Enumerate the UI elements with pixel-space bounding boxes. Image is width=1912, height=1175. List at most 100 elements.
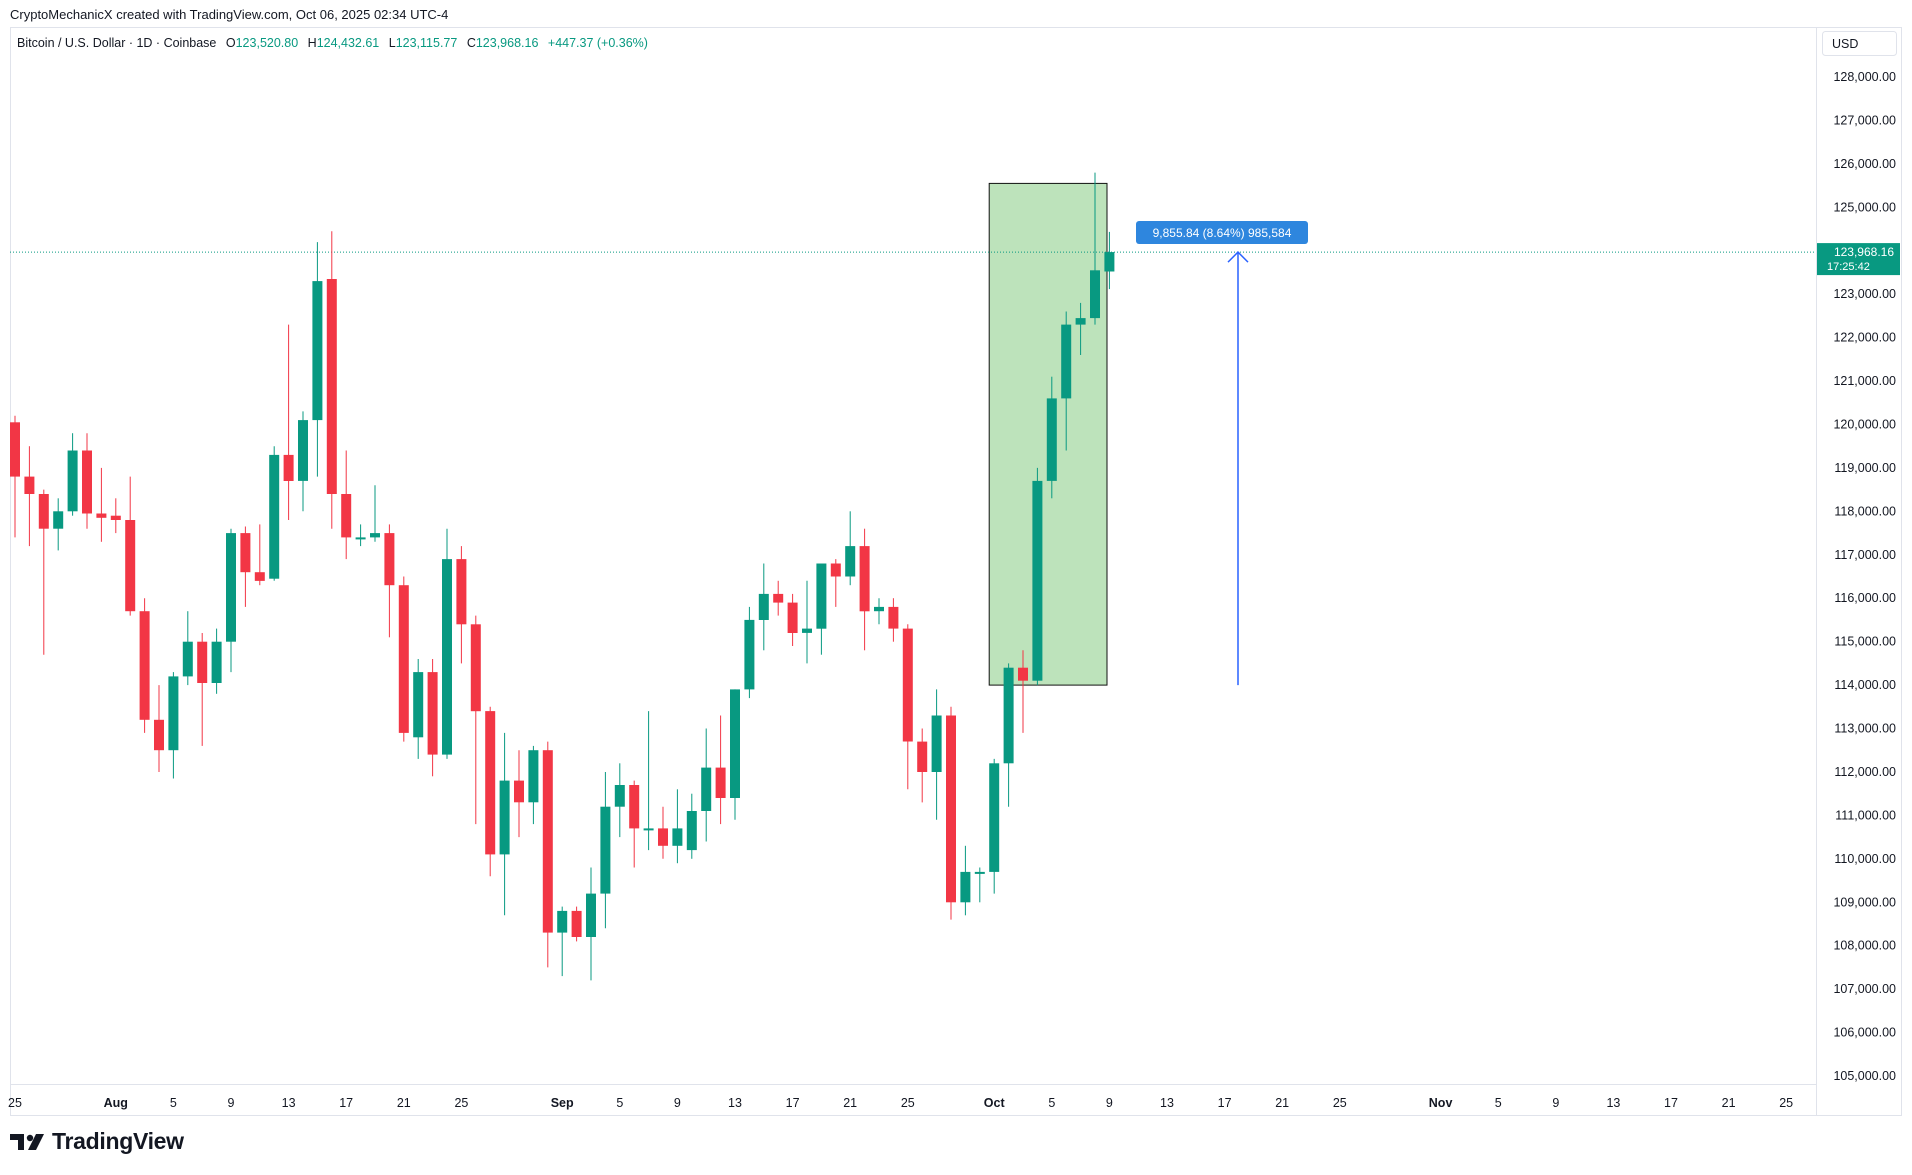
candle (514, 750, 524, 838)
candle-body (773, 593, 784, 603)
price-tick-label: 122,000.00 (1833, 331, 1896, 345)
time-tick-label: 9 (1106, 1096, 1113, 1110)
candle (614, 763, 625, 838)
candle (888, 598, 899, 642)
candle-body (974, 871, 985, 874)
overlay-layer (1227, 251, 1249, 686)
candle (715, 715, 726, 825)
candle-body (528, 750, 539, 803)
candle (758, 563, 769, 651)
time-tick-label: 21 (397, 1096, 411, 1110)
time-tick-label: 13 (1160, 1096, 1174, 1110)
time-tick-label: 25 (454, 1096, 468, 1110)
time-tick-label: 17 (786, 1096, 800, 1110)
candle-body (758, 593, 769, 620)
candle-body (1032, 480, 1043, 681)
credit-text: CryptoMechanicX created with TradingView… (10, 7, 448, 22)
candle (168, 672, 179, 779)
candle-body (485, 711, 496, 855)
candle (701, 728, 712, 842)
candle (859, 528, 870, 651)
measure-label[interactable]: 9,855.84 (8.64%) 985,584 (1136, 221, 1308, 244)
candle (139, 598, 150, 733)
time-tick-label: 9 (228, 1096, 235, 1110)
candle (341, 450, 352, 560)
candle (960, 845, 971, 916)
candle-body (211, 641, 222, 683)
candle-body (600, 806, 611, 894)
price-tick-label: 126,000.00 (1833, 157, 1896, 171)
time-tick-label: 25 (901, 1096, 915, 1110)
candle-body (67, 450, 78, 512)
candle (442, 528, 452, 759)
legend-low: 123,115.77 (396, 36, 458, 50)
candle (82, 433, 92, 529)
candle (326, 231, 337, 529)
candle (571, 906, 582, 942)
brand-logo[interactable]: TradingView (10, 1128, 184, 1155)
price-tick-label: 128,000.00 (1833, 70, 1896, 84)
legend: Bitcoin / U.S. Dollar · 1D · Coinbase O1… (17, 36, 648, 50)
price-tick-label: 111,000.00 (1835, 808, 1896, 822)
candle-body (730, 689, 740, 798)
candle-body (240, 533, 251, 573)
candle-body (845, 546, 856, 577)
candle (989, 758, 1000, 894)
time-tick-label: 25 (1779, 1096, 1793, 1110)
candle-body (902, 628, 913, 742)
candle (542, 741, 553, 968)
candle (96, 467, 107, 542)
candle-body (614, 785, 625, 807)
legend-close: 123,968.16 (476, 36, 539, 50)
candle-body (1075, 318, 1086, 325)
candle (485, 706, 496, 877)
time-tick-label: Aug (104, 1096, 128, 1110)
candle (154, 685, 164, 772)
candle (398, 576, 409, 742)
candle (182, 611, 193, 686)
candle (456, 546, 467, 664)
candle-body (686, 811, 697, 851)
price-axis[interactable]: 105,000.00 106,000.00 107,000.00 108,000.00… (1833, 70, 1896, 1083)
time-tick-label: 9 (674, 1096, 681, 1110)
candle-body (82, 450, 92, 514)
chart-frame (10, 27, 1902, 1116)
price-tick-label: 110,000.00 (1834, 852, 1896, 866)
price-tick-label: 115,000.00 (1834, 635, 1896, 649)
candle (254, 524, 265, 586)
time-axis[interactable]: 25 Aug 5 9 13 17 21 25 Sep 5 9 13 17 21 25 Oct 5 9 13 17 21 2… (8, 1096, 1793, 1110)
candle (384, 524, 395, 638)
candle-body (442, 559, 452, 755)
candle-body (744, 619, 755, 690)
time-tick-label: 9 (1552, 1096, 1559, 1110)
candle (24, 446, 35, 547)
candle (470, 615, 481, 825)
candle-body (557, 910, 568, 933)
time-tick-label: 5 (1048, 1096, 1055, 1110)
candle (1018, 650, 1028, 733)
candle-body (96, 513, 107, 518)
candle-body (370, 533, 380, 538)
candle (269, 446, 280, 581)
currency-button[interactable]: USD (1822, 31, 1897, 56)
candle-body (53, 511, 64, 529)
candle (686, 793, 697, 859)
candle-body (110, 515, 121, 520)
candle-body (1018, 667, 1028, 681)
time-tick-label: 17 (1664, 1096, 1678, 1110)
candle-body (139, 611, 150, 720)
candle-body (542, 750, 553, 933)
price-tick-label: 120,000.00 (1833, 418, 1896, 432)
time-tick-label: 5 (616, 1096, 623, 1110)
candle-body (830, 563, 841, 577)
candle-body (10, 422, 20, 477)
candle (312, 242, 323, 477)
candle (586, 867, 596, 981)
candle (902, 624, 913, 790)
candle (413, 659, 424, 759)
candle-body (298, 420, 308, 481)
candle (38, 489, 49, 655)
candle (370, 485, 380, 542)
candle (197, 633, 208, 746)
